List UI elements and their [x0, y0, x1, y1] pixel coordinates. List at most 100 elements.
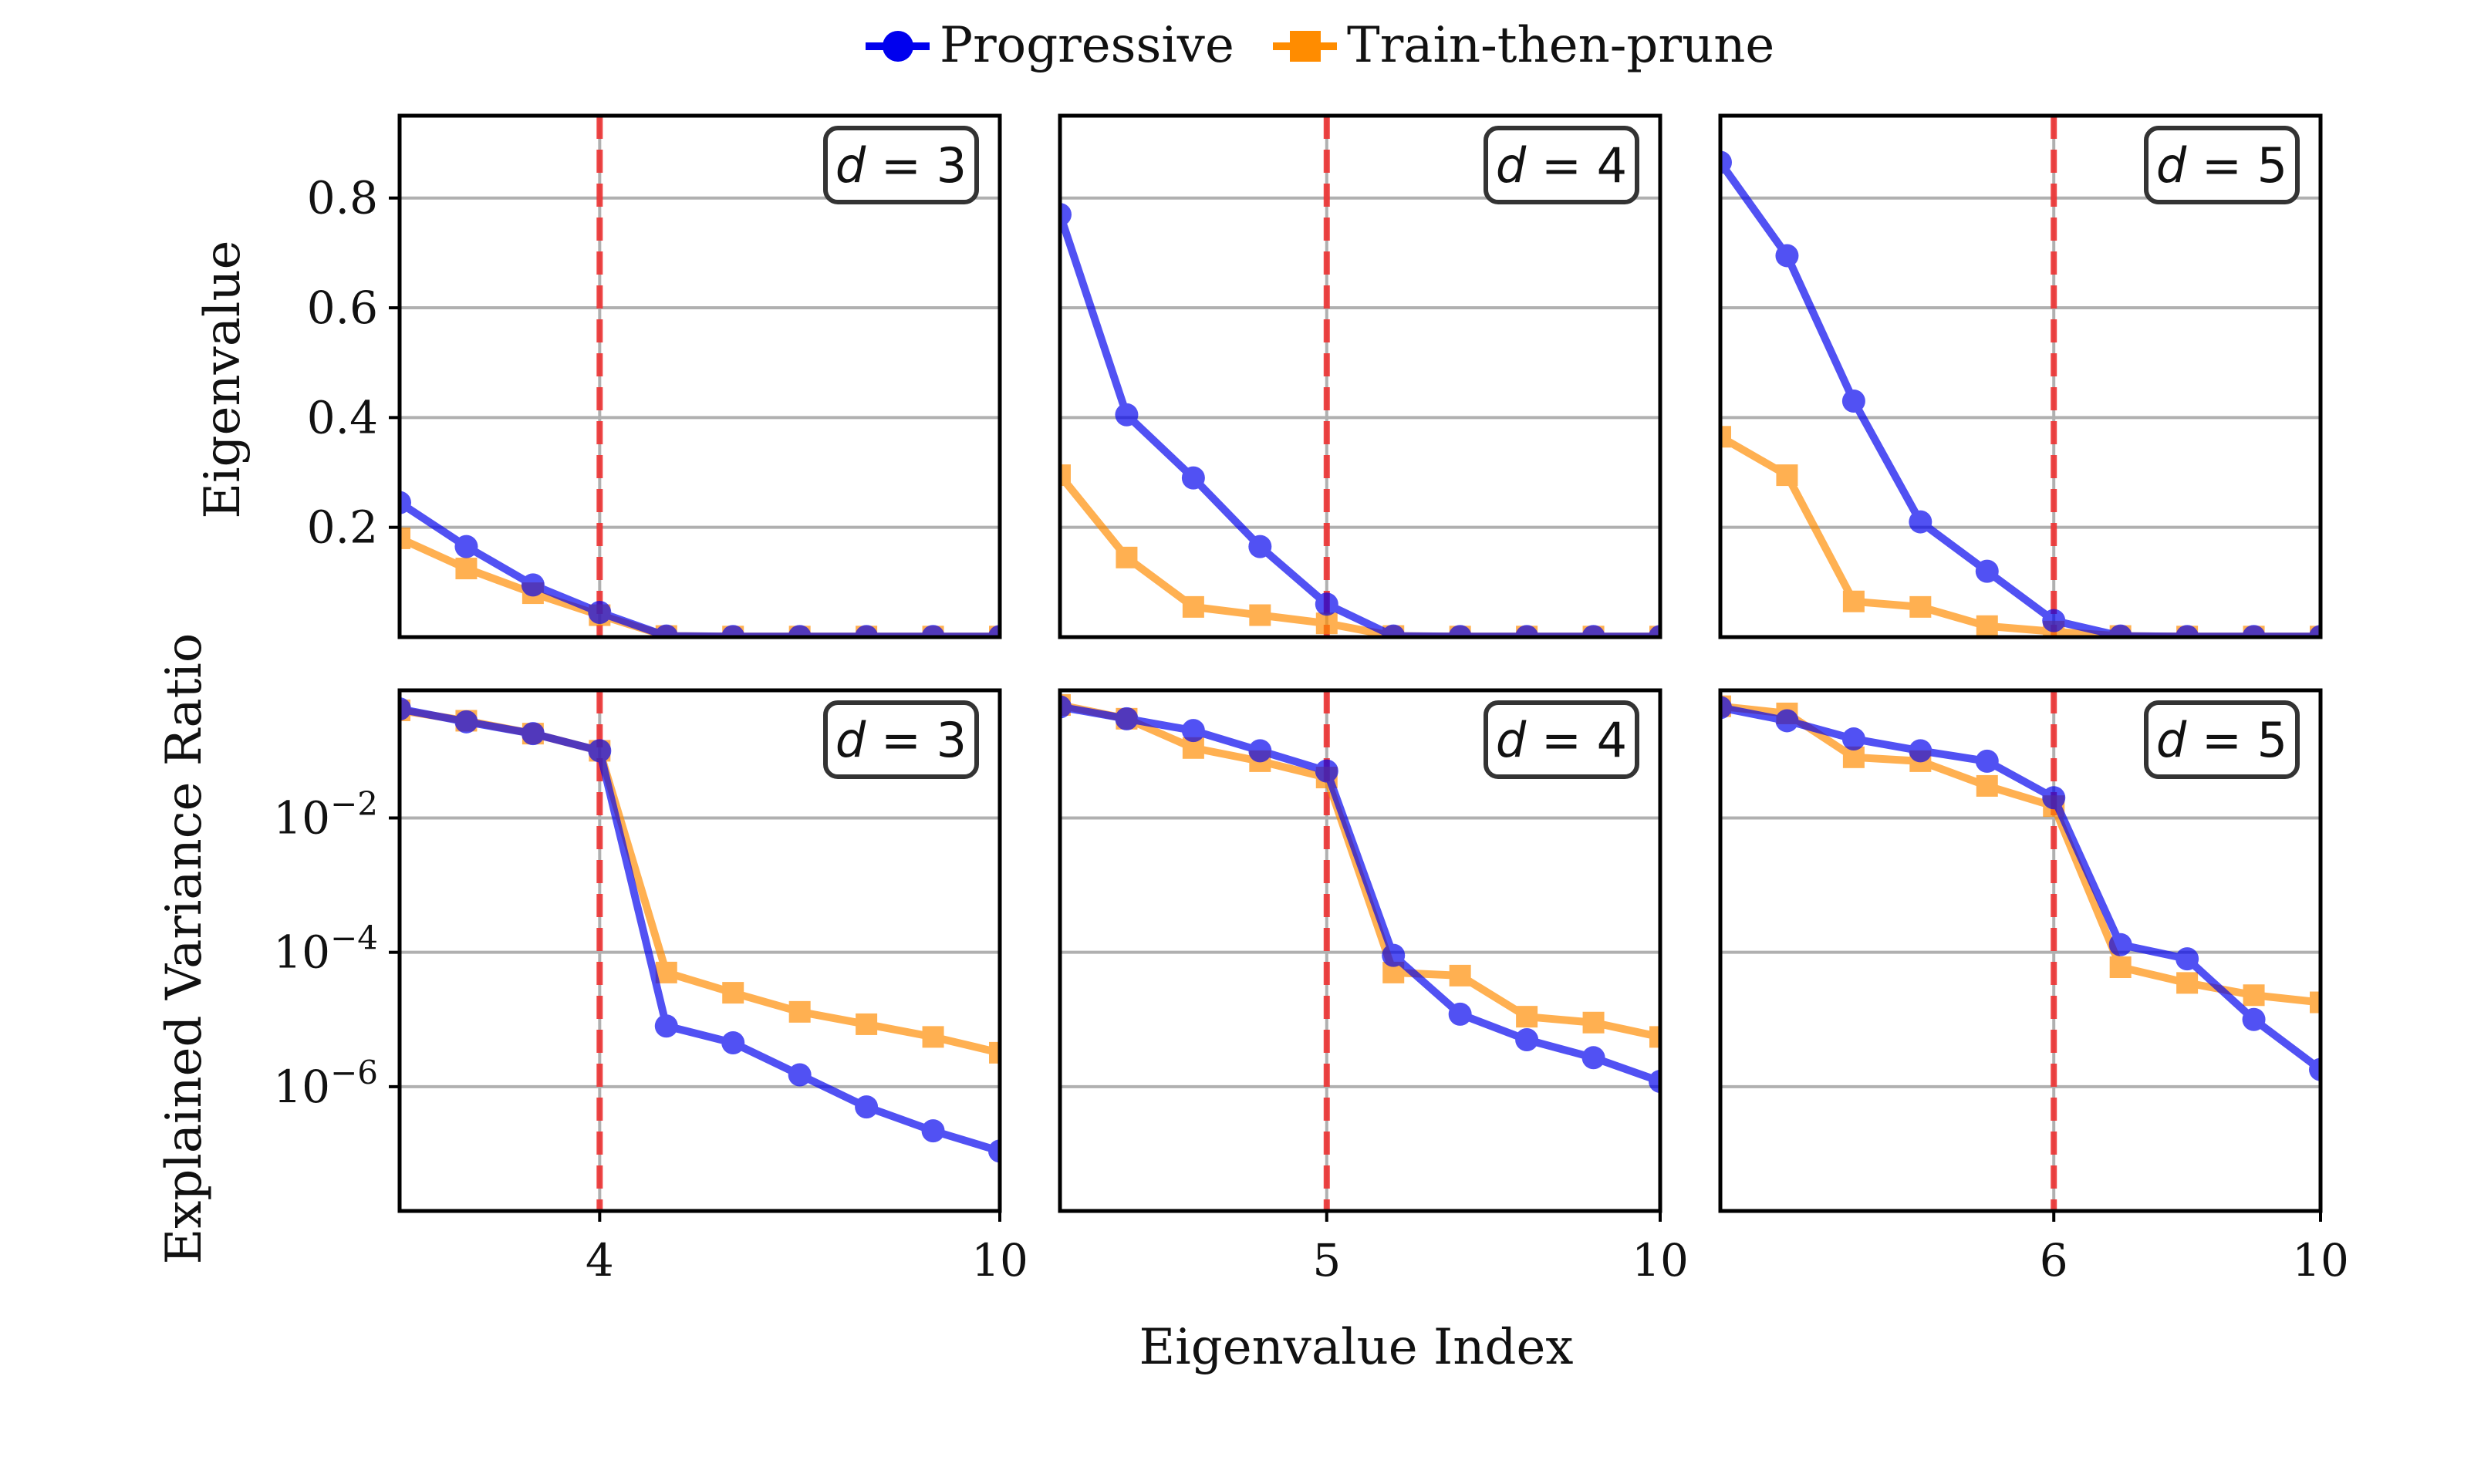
panel-evr-d3-point-progressive-5 [654, 1014, 678, 1038]
panel-evr-d4-series-progressive [1060, 695, 1660, 1093]
panel-eig-d3-ytick-label: 0.8 [307, 172, 378, 224]
panel-evr-d5-point-train-then-prune-5 [1976, 774, 1998, 797]
panel-evr-d3-point-progressive-6 [721, 1030, 745, 1054]
panel-eig-d5-badge [2144, 126, 2300, 204]
panel-evr-d3-point-progressive-1 [400, 697, 411, 721]
panel-eig-d4: d = 4 [1058, 113, 1662, 639]
panel-evr-d4-line-progressive [1060, 703, 1660, 1085]
x-axis-label: Eigenvalue Index [1139, 1319, 1574, 1376]
panel-eig-d3-line-train-then-prune [400, 535, 1000, 637]
panel-eig-d5-point-progressive-6 [2042, 609, 2066, 632]
panel-evr-d3-series-progressive [400, 697, 1000, 1163]
panel-eig-d4-point-train-then-prune-5 [1315, 612, 1338, 635]
panel-evr-d3-point-progressive-10 [988, 1139, 1000, 1163]
panel-evr-d5-point-progressive-5 [1975, 749, 1999, 773]
panel-eig-d5-point-progressive-9 [2242, 625, 2266, 637]
panel-eig-d4-point-progressive-10 [1649, 625, 1660, 637]
panel-eig-d4-point-progressive-9 [1581, 625, 1605, 637]
panel-evr-d5-line-progressive [1720, 703, 2321, 1073]
panel-eig-d3-point-progressive-5 [654, 624, 678, 637]
panel-evr-d3-point-progressive-8 [855, 1095, 879, 1119]
panel-evr-d5-badge [2144, 700, 2300, 779]
panel-eig-d4-point-progressive-6 [1382, 624, 1406, 637]
panel-evr-d3-ytick-label: 10−4 [273, 919, 378, 979]
panel-evr-d3-badge-label: d = 3 [835, 712, 967, 768]
panel-evr-d3-xtick-label: 4 [586, 1234, 614, 1287]
panel-eig-d3-point-progressive-7 [788, 625, 812, 637]
panel-evr-d5-point-progressive-2 [1775, 709, 1799, 733]
panel-eig-d4-series-progressive [1060, 203, 1660, 637]
panel-evr-d5-xtick-label: 10 [2292, 1234, 2349, 1287]
panel-evr-d5-point-progressive-10 [2309, 1057, 2321, 1081]
panel-evr-d4-point-train-then-prune-10 [1649, 1026, 1660, 1048]
legend-progressive-marker [883, 31, 913, 62]
panel-eig-d3-point-progressive-6 [721, 625, 745, 637]
panel-eig-d3-point-progressive-9 [921, 625, 945, 637]
panel-eig-d4-point-train-then-prune-4 [1249, 604, 1271, 626]
panel-evr-d4-xtick-label: 10 [1632, 1234, 1689, 1287]
panel-eig-d3-ytick-label: 0.2 [307, 501, 378, 554]
panel-eig-d5-point-progressive-1 [1720, 150, 1732, 174]
panel-evr-d3-point-progressive-7 [788, 1063, 812, 1087]
panel-eig-d4-point-progressive-4 [1248, 535, 1272, 558]
legend-item-train-then-prune: Train-then-prune [1273, 17, 1774, 74]
panel-evr-d4-xtick-label: 5 [1312, 1234, 1341, 1287]
panel-evr-d3-badge [823, 700, 979, 779]
panel-evr-d3-ytick-label: 10−6 [273, 1054, 378, 1113]
legend-train-then-prune-label: Train-then-prune [1347, 17, 1774, 74]
panel-eig-d5-point-train-then-prune-4 [1909, 595, 1932, 618]
panel-eig-d5-point-train-then-prune-2 [1776, 464, 1798, 487]
legend-progressive-label: Progressive [940, 17, 1234, 74]
panel-eig-d5-point-progressive-7 [2108, 624, 2132, 637]
panel-eig-d3-ytick-label: 0.4 [307, 391, 378, 444]
panel-evr-d4-point-progressive-1 [1060, 695, 1072, 719]
panel-evr-d4: 5 10 d = 4 [1058, 688, 1689, 1287]
panel-eig-d4-point-progressive-1 [1060, 203, 1072, 227]
panel-eig-d3-point-progressive-8 [855, 625, 879, 637]
panel-eig-d3-point-progressive-3 [521, 573, 545, 597]
panel-evr-d4-frame [1058, 688, 1662, 1213]
panel-eig-d3-point-train-then-prune-1 [400, 527, 410, 549]
panel-evr-d3-point-train-then-prune-6 [722, 982, 744, 1004]
panel-evr-d4-point-progressive-2 [1115, 707, 1139, 730]
panel-evr-d4-point-progressive-10 [1649, 1069, 1660, 1093]
legend: Progressive Train-then-prune [866, 17, 1774, 74]
panel-eig-d5-point-train-then-prune-5 [1976, 615, 1998, 637]
panel-evr-d5-point-progressive-8 [2176, 947, 2199, 971]
panel-evr-d5: 6 10 d = 5 [1718, 688, 2349, 1287]
panel-eig-d5-point-progressive-8 [2176, 625, 2199, 637]
panel-eig-d4-point-progressive-3 [1181, 466, 1205, 490]
panel-evr-d5-point-progressive-4 [1909, 739, 1932, 763]
panel-evr-d3-xtick-label: 10 [971, 1234, 1028, 1287]
panel-evr-d4-point-progressive-6 [1382, 943, 1406, 967]
panel-evr-d3-point-progressive-9 [921, 1119, 945, 1143]
panel-eig-d5: d = 5 [1718, 113, 2323, 639]
panel-evr-d5-point-progressive-3 [1841, 727, 1865, 751]
panel-evr-d4-point-progressive-5 [1315, 759, 1338, 783]
panel-eig-d3-ytick-label: 0.6 [307, 282, 378, 334]
legend-train-then-prune-marker [1290, 31, 1321, 62]
panel-evr-d3-point-progressive-2 [454, 710, 478, 734]
panel-eig-d5-series-train-then-prune [1720, 426, 2321, 637]
panel-eig-d4-point-progressive-5 [1315, 592, 1338, 616]
panel-eig-d4-point-train-then-prune-2 [1116, 546, 1138, 568]
panel-eig-d3-point-progressive-1 [400, 491, 411, 514]
panel-evr-d5-point-progressive-6 [2042, 786, 2066, 810]
panel-eig-d5-point-train-then-prune-3 [1842, 590, 1865, 612]
panel-eig-d4-badge-label: d = 4 [1496, 137, 1627, 194]
panel-eig-d4-frame [1058, 113, 1662, 639]
y-axis-label-explained-variance-ratio: Explained Variance Ratio [156, 633, 213, 1265]
panel-evr-d5-point-progressive-7 [2108, 933, 2132, 956]
panel-eig-d3-badge-label: d = 3 [835, 137, 967, 194]
panel-evr-d3-frame [397, 688, 1002, 1213]
panel-evr-d4-badge-label: d = 4 [1496, 712, 1627, 768]
panel-evr-d4-point-progressive-9 [1581, 1046, 1605, 1070]
panel-evr-d5-frame [1718, 688, 2323, 1213]
panel-evr-d4-badge [1484, 700, 1639, 779]
panel-evr-d3-point-train-then-prune-7 [788, 1000, 811, 1023]
panel-evr-d5-point-train-then-prune-7 [2109, 956, 2132, 978]
panel-eig-d5-line-train-then-prune [1720, 433, 2321, 637]
panel-eig-d3: 0.2 0.4 0.6 0.8 d = 3 [307, 113, 1002, 639]
panel-evr-d5-point-progressive-1 [1720, 696, 1732, 720]
